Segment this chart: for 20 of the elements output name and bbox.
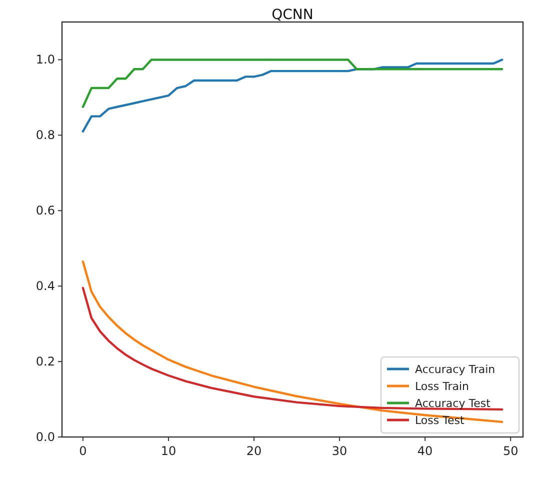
line-series	[82, 286, 504, 411]
x-tick-label: 10	[160, 444, 176, 458]
y-tick-label: 0.6	[36, 204, 55, 218]
x-tick-label: 20	[246, 444, 262, 458]
x-tick-label: 0	[79, 444, 87, 458]
x-tick-label: 40	[417, 444, 433, 458]
y-tick-label: 0.4	[36, 279, 55, 294]
legend-label: Loss Train	[415, 380, 470, 393]
legend-label: Accuracy Train	[415, 363, 496, 376]
y-tick-label: 0.0	[36, 430, 55, 444]
x-tick-label: 50	[502, 444, 518, 458]
y-tick-label: 0.8	[36, 128, 55, 142]
x-tick-label: 30	[332, 444, 348, 458]
line-series	[82, 58, 504, 133]
y-tick-label: 1.0	[36, 52, 55, 67]
y-tick-label: 0.2	[36, 354, 55, 369]
chart-title: QCNN	[272, 7, 314, 23]
line-series	[82, 260, 504, 424]
legend-label: Accuracy Test	[415, 397, 492, 410]
line-series	[82, 58, 504, 108]
